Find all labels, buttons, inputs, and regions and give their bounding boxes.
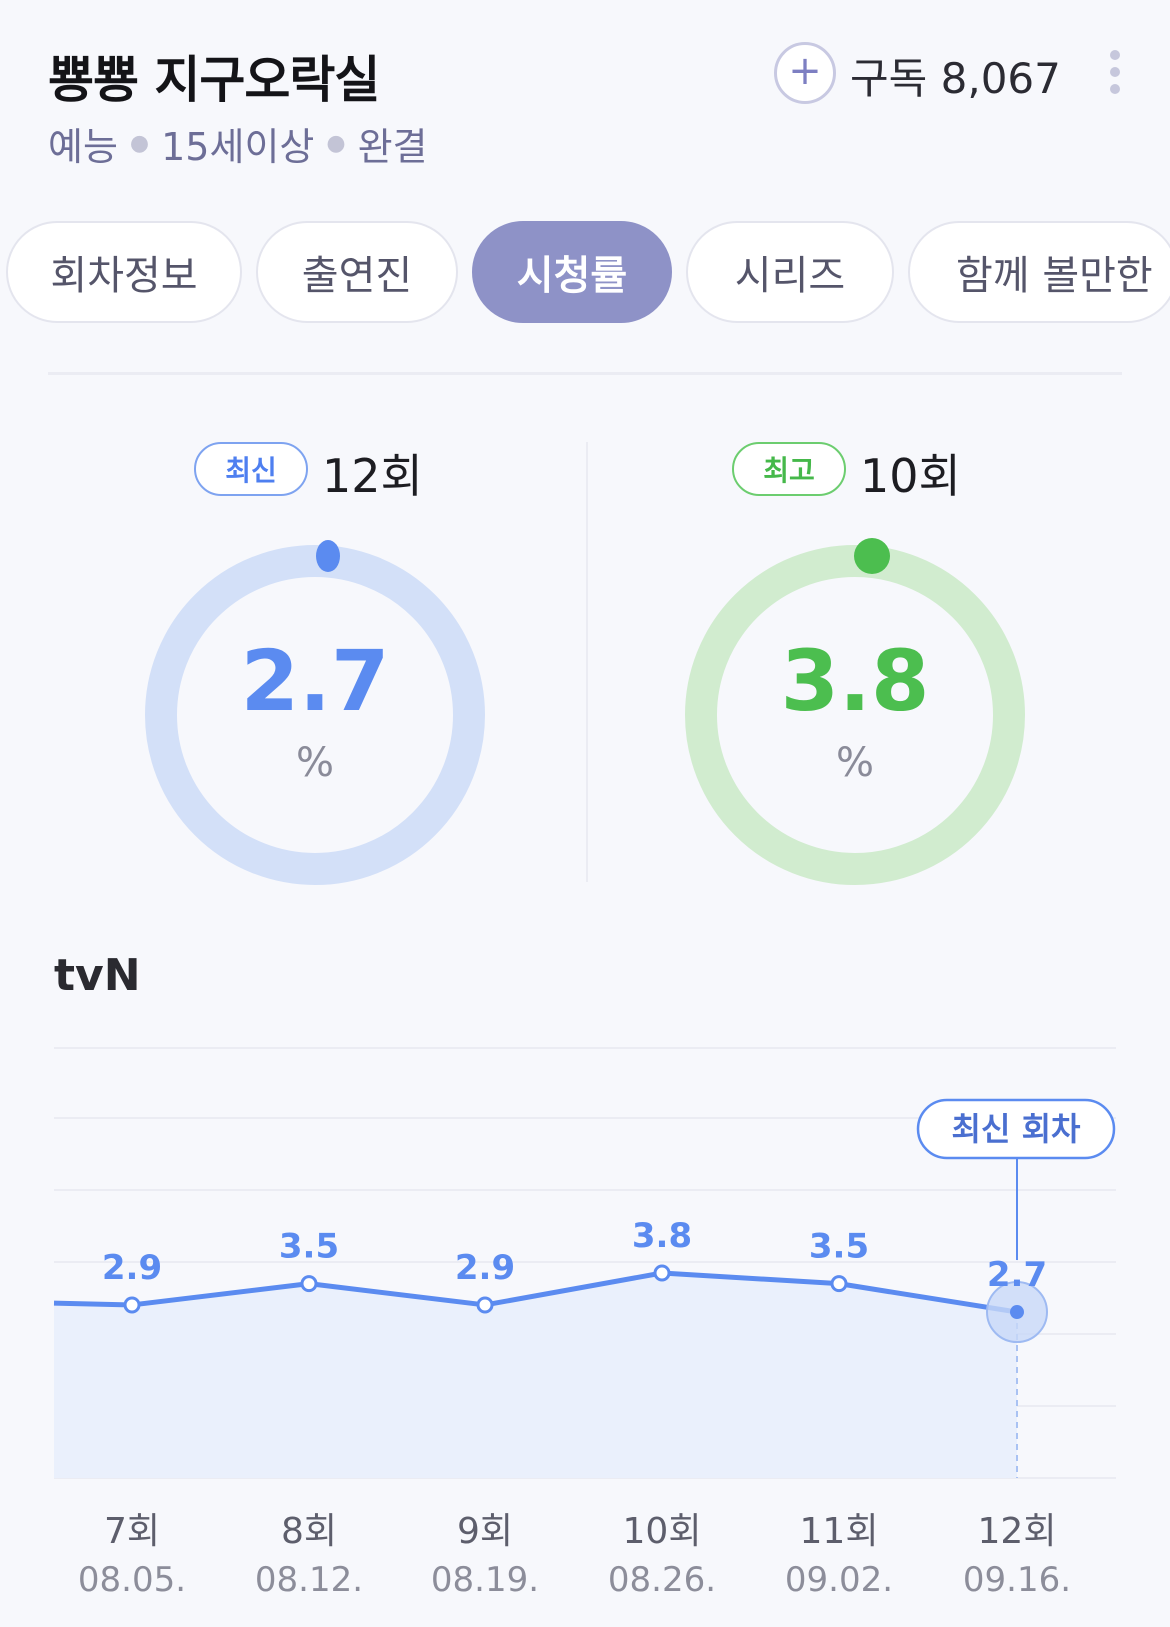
status-label: 완결 [357,125,428,169]
program-meta: 예능 ● 15세이상 ● 완결 [48,116,427,171]
more-options-icon[interactable] [1108,50,1122,94]
x-axis-label: 10회 08.26. [592,1502,732,1600]
area-fill [54,1273,1017,1478]
best-badge: 최고 [732,442,846,496]
card-divider [586,442,588,882]
tab-ratings[interactable]: 시청률 [472,221,672,323]
latest-episode-pill [916,1098,1116,1160]
data-label: 3.5 [809,1227,869,1267]
separator-dot-icon: ● [129,131,150,156]
best-rating-ring [685,538,1025,885]
air-date-label: 08.19. [430,1560,540,1600]
data-point [653,1264,671,1282]
separator-dot-icon: ● [326,131,346,156]
data-point [123,1296,141,1314]
latest-episode-pill-label: 최신 회차 [952,1110,1081,1148]
episode-label: 12회 [977,1511,1057,1552]
x-axis-label: 7회 08.05. [62,1502,202,1600]
x-axis-label: 8회 08.12. [239,1502,379,1600]
data-label: 2.9 [102,1248,162,1288]
data-point [1010,1305,1024,1320]
tab-bar: 회차정보 출연진 시청률 시리즈 함께 볼만한 [6,221,1170,323]
tab-series[interactable]: 시리즈 [686,221,894,323]
air-date-label: 09.16. [962,1560,1072,1600]
data-label: 2.9 [455,1248,515,1288]
episode-label: 10회 [622,1511,702,1552]
latest-rating-ring [145,540,485,885]
episode-label: 9회 [456,1511,514,1552]
x-axis-label: 12회 09.16. [947,1502,1087,1600]
program-title: 뿅뿅 지구오락실 [48,51,380,109]
best-episode: 10회 [860,449,961,503]
data-point [300,1275,318,1293]
air-date-label: 08.05. [77,1560,187,1600]
air-date-label: 09.02. [784,1560,894,1600]
episode-label: 7회 [103,1511,161,1552]
latest-rating-unit: % [295,740,334,786]
subscribe-count[interactable]: 구독 8,067 [850,54,1061,103]
plus-icon: + [788,48,822,94]
x-axis-label: 9회 08.19. [415,1502,555,1600]
episode-label: 8회 [280,1511,338,1552]
tab-episode-info[interactable]: 회차정보 [6,221,242,323]
best-rating-value: 3.8 [780,632,930,730]
data-label: 3.5 [279,1227,339,1267]
air-date-label: 08.12. [254,1560,364,1600]
divider [48,372,1122,375]
data-point [476,1296,494,1314]
data-label: 2.7 [987,1255,1047,1295]
x-axis-label: 11회 09.02. [769,1502,909,1600]
subscribe-button[interactable]: + [774,42,836,104]
tab-cast[interactable]: 출연진 [256,221,458,323]
network-label: tvN [54,950,141,1001]
best-ring-marker [854,538,890,574]
tab-recommended[interactable]: 함께 볼만한 [908,221,1170,323]
latest-ring-marker [316,540,340,572]
latest-episode: 12회 [322,449,423,503]
latest-badge: 최신 [194,442,308,496]
episode-label: 11회 [799,1511,879,1552]
data-point [830,1275,848,1293]
latest-rating-value: 2.7 [240,632,390,730]
air-date-label: 08.26. [607,1560,717,1600]
genre-label: 예능 [48,125,118,169]
age-rating-label: 15세이상 [161,125,315,169]
ratings-line-chart: 2.9 3.5 2.9 3.8 3.5 2.7 최신 회차 [53,1047,1116,1479]
best-rating-unit: % [835,740,874,786]
data-label: 3.8 [632,1216,692,1256]
